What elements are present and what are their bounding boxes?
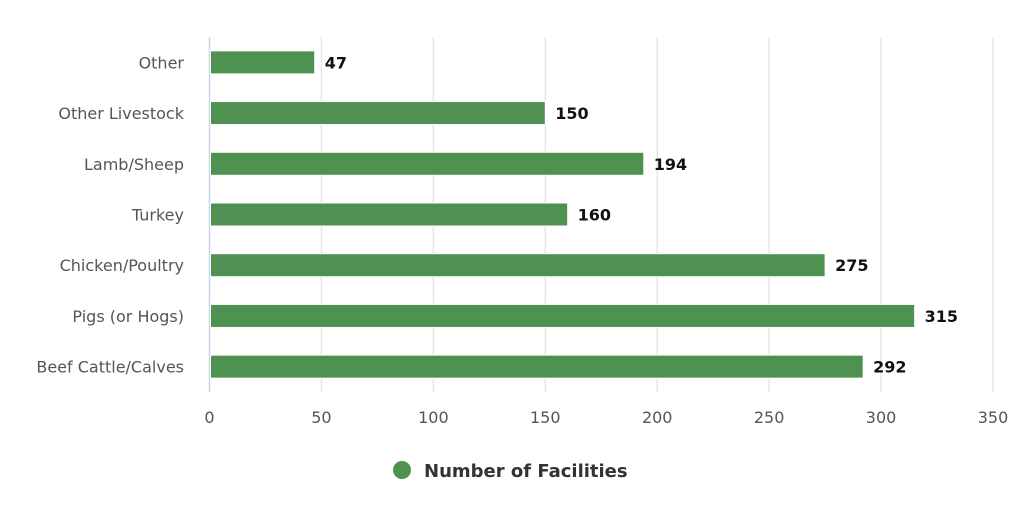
category-label: Lamb/Sheep bbox=[84, 155, 184, 174]
x-tick-label: 150 bbox=[530, 408, 561, 427]
bar[interactable] bbox=[210, 354, 864, 379]
bar[interactable] bbox=[210, 151, 645, 176]
bar[interactable] bbox=[210, 253, 826, 278]
data-label: 150 bbox=[555, 104, 588, 123]
legend-marker-icon bbox=[393, 461, 411, 479]
data-label: 292 bbox=[873, 358, 906, 377]
x-tick-label: 350 bbox=[978, 408, 1009, 427]
category-label: Pigs (or Hogs) bbox=[72, 307, 184, 326]
bar[interactable] bbox=[210, 303, 916, 328]
bar[interactable] bbox=[210, 101, 546, 126]
data-label: 47 bbox=[325, 53, 347, 72]
x-tick-label: 250 bbox=[754, 408, 785, 427]
category-label: Other Livestock bbox=[58, 104, 184, 123]
x-tick-label: 200 bbox=[642, 408, 673, 427]
bars: 47 150 194 160 275 315 292 bbox=[210, 50, 958, 379]
x-tick-labels: 0 50 100 150 200 250 300 350 bbox=[204, 408, 1008, 427]
data-label: 315 bbox=[925, 307, 958, 326]
category-label: Chicken/Poultry bbox=[60, 256, 184, 275]
legend-label[interactable]: Number of Facilities bbox=[424, 461, 628, 482]
bar[interactable] bbox=[210, 50, 316, 75]
data-label: 275 bbox=[835, 256, 868, 275]
data-label: 160 bbox=[578, 206, 611, 225]
category-label: Turkey bbox=[131, 206, 184, 225]
x-tick-label: 50 bbox=[311, 408, 331, 427]
category-label: Other bbox=[139, 53, 185, 72]
bar[interactable] bbox=[210, 202, 569, 227]
legend[interactable]: Number of Facilities bbox=[393, 461, 628, 482]
data-label: 194 bbox=[654, 155, 687, 174]
x-tick-label: 300 bbox=[866, 408, 897, 427]
category-labels: Other Other Livestock Lamb/Sheep Turkey Chic… bbox=[36, 53, 184, 376]
x-tick-label: 0 bbox=[204, 408, 214, 427]
x-tick-label: 100 bbox=[418, 408, 449, 427]
category-label: Beef Cattle/Calves bbox=[36, 358, 184, 377]
